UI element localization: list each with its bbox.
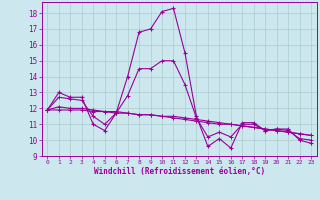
X-axis label: Windchill (Refroidissement éolien,°C): Windchill (Refroidissement éolien,°C) [94,167,265,176]
